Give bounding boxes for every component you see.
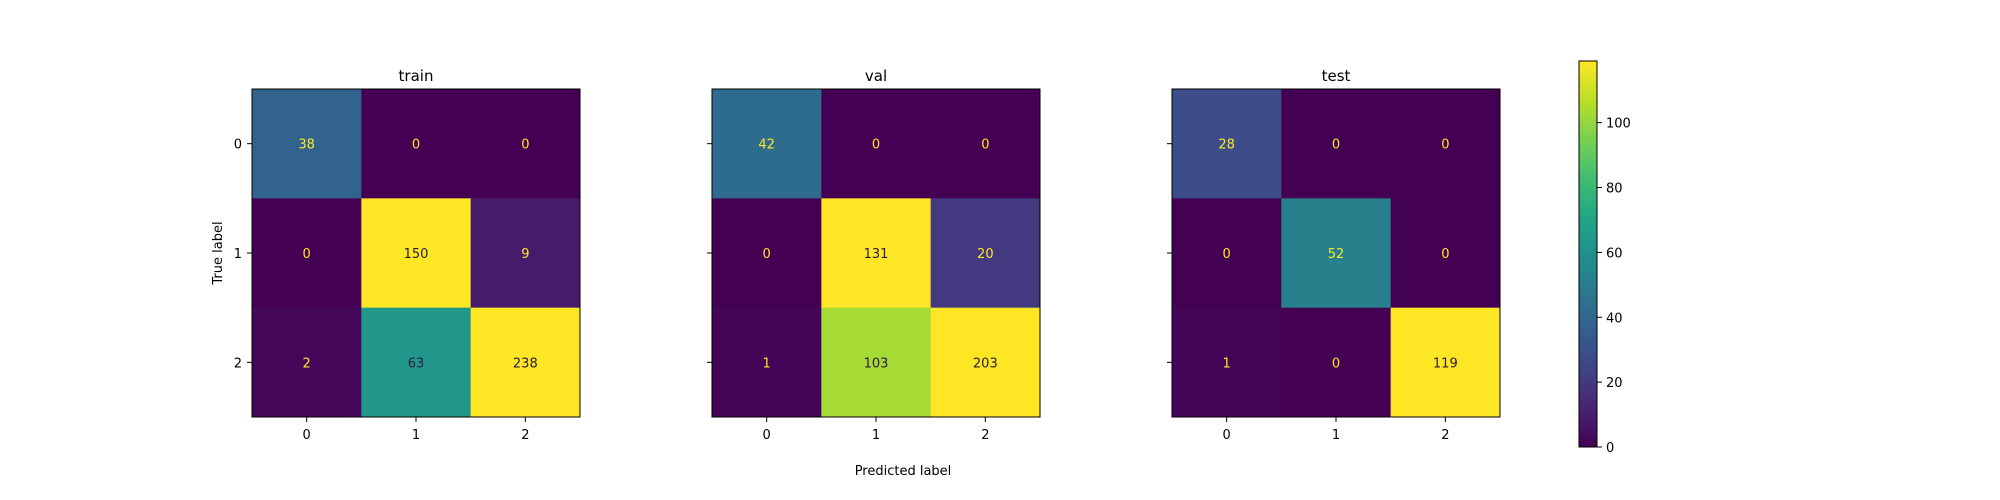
cell-val-r1-c1 <box>821 198 932 309</box>
cell-value-train-r2-c1: 63 <box>408 356 425 371</box>
cell-train-r2-c0 <box>252 307 362 418</box>
cell-value-train-r2-c2: 238 <box>513 356 538 371</box>
x-tick-label-train-2: 2 <box>521 428 529 443</box>
cell-value-val-r2-c0: 1 <box>763 356 771 371</box>
cell-value-train-r1-c1: 150 <box>404 247 429 262</box>
cell-value-val-r1-c0: 0 <box>763 247 771 262</box>
cell-value-train-r0-c0: 38 <box>298 138 315 153</box>
cell-train-r1-c1 <box>361 198 472 309</box>
cell-value-train-r1-c0: 0 <box>303 247 311 262</box>
cell-value-test-r2-c2: 119 <box>1433 356 1458 371</box>
cell-test-r0-c0 <box>1172 89 1282 199</box>
x-tick-label-test-2: 2 <box>1441 428 1449 443</box>
y-tick-label-0: 0 <box>234 138 242 153</box>
cell-val-r2-c1 <box>821 307 932 418</box>
cell-val-r0-c0 <box>712 89 822 199</box>
x-tick-label-val-2: 2 <box>981 428 989 443</box>
cell-train-r0-c0 <box>252 89 362 199</box>
cell-val-r1-c0 <box>712 198 822 309</box>
colorbar-tick-label-60: 60 <box>1606 246 1623 261</box>
cell-value-test-r1-c1: 52 <box>1328 247 1345 262</box>
x-tick-label-test-1: 1 <box>1332 428 1340 443</box>
cell-train-r0-c2 <box>470 89 581 199</box>
colorbar <box>1578 60 1598 448</box>
cell-value-train-r1-c2: 9 <box>521 247 529 262</box>
cell-value-train-r0-c2: 0 <box>521 138 529 153</box>
cell-test-r0-c2 <box>1390 89 1501 199</box>
cell-value-val-r0-c1: 0 <box>872 138 880 153</box>
cell-value-test-r0-c1: 0 <box>1332 138 1340 153</box>
cell-val-r1-c2 <box>930 198 1041 309</box>
cell-test-r2-c1 <box>1281 307 1392 418</box>
cell-test-r2-c0 <box>1172 307 1282 418</box>
x-tick-label-val-0: 0 <box>763 428 771 443</box>
cell-value-test-r2-c1: 0 <box>1332 356 1340 371</box>
cell-value-train-r2-c0: 2 <box>303 356 311 371</box>
cell-train-r0-c1 <box>361 89 472 199</box>
cell-test-r1-c0 <box>1172 198 1282 309</box>
x-tick-label-val-1: 1 <box>872 428 880 443</box>
cell-val-r0-c1 <box>821 89 932 199</box>
cell-value-val-r0-c0: 42 <box>758 138 775 153</box>
y-axis-label: True label <box>211 221 226 285</box>
y-tick-label-1: 1 <box>234 247 242 262</box>
x-axis-label: Predicted label <box>855 464 952 479</box>
panel-title-val: val <box>865 67 887 85</box>
cell-value-val-r2-c1: 103 <box>864 356 889 371</box>
panel-title-train: train <box>399 67 434 85</box>
cell-test-r2-c2 <box>1390 307 1501 418</box>
cell-value-val-r1-c1: 131 <box>864 247 889 262</box>
cell-train-r2-c2 <box>470 307 581 418</box>
cell-value-test-r2-c0: 1 <box>1223 356 1231 371</box>
cell-train-r1-c0 <box>252 198 362 309</box>
cell-train-r1-c2 <box>470 198 581 309</box>
cell-value-train-r0-c1: 0 <box>412 138 420 153</box>
colorbar-tick-label-40: 40 <box>1606 311 1623 326</box>
panel-title-test: test <box>1322 67 1351 85</box>
x-tick-label-train-1: 1 <box>412 428 420 443</box>
cell-value-test-r0-c0: 28 <box>1218 138 1235 153</box>
cell-value-val-r1-c2: 20 <box>977 247 994 262</box>
y-tick-label-2: 2 <box>234 356 242 371</box>
x-tick-label-test-0: 0 <box>1223 428 1231 443</box>
cell-test-r1-c1 <box>1281 198 1392 309</box>
cell-value-val-r0-c2: 0 <box>981 138 989 153</box>
cell-val-r2-c2 <box>930 307 1041 418</box>
colorbar-tick-label-80: 80 <box>1606 182 1623 197</box>
colorbar-tick-label-20: 20 <box>1606 376 1623 391</box>
cell-value-val-r2-c2: 203 <box>973 356 998 371</box>
cell-val-r0-c2 <box>930 89 1041 199</box>
cell-value-test-r1-c0: 0 <box>1223 247 1231 262</box>
cell-value-test-r1-c2: 0 <box>1441 247 1449 262</box>
x-tick-label-train-0: 0 <box>303 428 311 443</box>
cell-test-r0-c1 <box>1281 89 1392 199</box>
cell-train-r2-c1 <box>361 307 472 418</box>
cell-test-r1-c2 <box>1390 198 1501 309</box>
colorbar-tick-label-100: 100 <box>1606 117 1631 132</box>
colorbar-tick-label-0: 0 <box>1606 441 1614 456</box>
cell-value-test-r0-c2: 0 <box>1441 138 1449 153</box>
cell-val-r2-c0 <box>712 307 822 418</box>
